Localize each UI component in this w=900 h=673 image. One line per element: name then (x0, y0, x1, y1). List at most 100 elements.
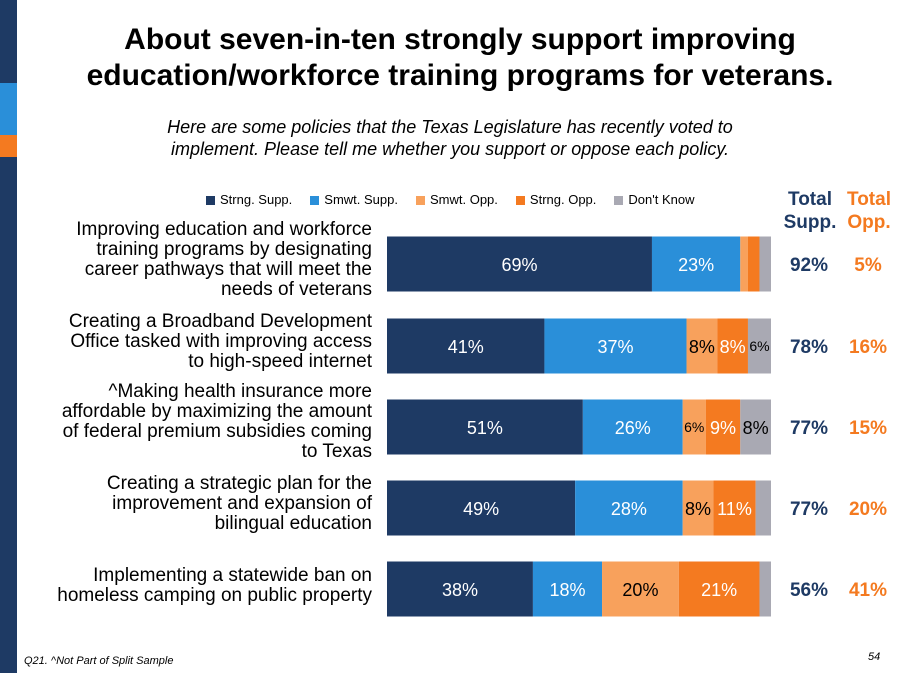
footnote: Q21. ^Not Part of Split Sample (24, 655, 174, 667)
row-label-3-line-1: improvement and expansion of (112, 493, 372, 514)
total-support-row-3: 77% (790, 499, 828, 520)
page-title: About seven-in-ten strongly support impr… (30, 22, 890, 94)
bar-row-0-series-0 (387, 236, 652, 292)
total-support-header-line-2: Supp. (783, 212, 837, 233)
row-label-2-line-3: to Texas (301, 441, 372, 462)
legend-label-3: Strng. Opp. (529, 192, 597, 207)
bar-row-4-series-2 (602, 561, 679, 617)
bar-label-row-4-series-0: 38% (442, 580, 478, 600)
legend-item-2: Smwt. Opp. (415, 191, 498, 209)
row-label-1-line-2: to high-speed internet (188, 351, 372, 372)
legend-label-2: Smwt. Opp. (429, 192, 498, 207)
bar-row-1-series-1 (544, 318, 687, 374)
bar-row-2-series-0 (387, 399, 583, 455)
bar-row-1-series-2 (686, 318, 718, 374)
row-label-0-line-1: training programs by designating (96, 239, 372, 260)
row-label-0-line-0: Improving education and workforce (76, 219, 372, 240)
bar-label-row-3-series-3: 11% (717, 499, 752, 519)
bar-row-0-series-3 (747, 236, 760, 292)
bar-label-row-1-series-0: 41% (448, 337, 484, 357)
bar-row-2-series-2 (682, 399, 706, 455)
bar-row-4-series-1 (532, 561, 603, 617)
bar-label-row-3-series-2: 8% (685, 499, 711, 519)
row-label-0-line-3: needs of veterans (220, 279, 372, 300)
bar-label-row-2-series-4: 8% (743, 418, 769, 438)
bar-row-3-series-0 (387, 480, 576, 536)
row-label-4-line-0: Implementing a statewide ban on (93, 565, 372, 586)
total-support-header-line-1: Total (788, 189, 832, 210)
bar-label-row-1-series-2: 8% (689, 337, 715, 357)
bar-row-1-series-0 (387, 318, 545, 374)
total-support-row-1: 78% (790, 337, 828, 358)
bar-label-row-4-series-3: 21% (701, 580, 737, 600)
bar-label-row-1-series-3: 8% (720, 337, 746, 357)
total-oppose-row-4: 41% (849, 580, 887, 601)
row-label-2: ^Making health insurance more affordable … (22, 382, 372, 462)
legend-swatch-0 (206, 195, 215, 205)
row-label-1-line-0: Creating a Broadband Development (68, 311, 372, 332)
row-label-2-line-0: ^Making health insurance more (108, 381, 372, 402)
row-label-3-line-2: bilingual education (214, 513, 372, 534)
bar-row-2-series-3 (705, 399, 741, 455)
legend-item-1: Smwt. Supp. (310, 191, 398, 209)
legend-swatch-3 (515, 195, 525, 205)
bar-row-2-series-1 (582, 399, 683, 455)
bar-label-row-3-series-0: 49% (463, 499, 499, 519)
bar-row-3-series-1 (575, 480, 683, 536)
total-oppose-row-0: 5% (854, 255, 882, 276)
side-accent-orange-segment (0, 135, 17, 157)
bar-row-4-series-0 (387, 561, 533, 617)
bar-row-4-series-4 (759, 561, 771, 617)
bar-row-1-series-3 (717, 318, 748, 374)
total-oppose-header-line-2: Opp. (847, 212, 891, 233)
page-number: 54 (868, 651, 881, 663)
chart-legend: Strng. Supp. Smwt. Supp. Smwt. Opp. Strng. … (206, 191, 766, 209)
total-oppose-row-2: 15% (849, 418, 887, 439)
bar-row-4-series-3 (678, 561, 760, 617)
legend-label-0: Strng. Supp. (220, 192, 293, 207)
bar-label-row-0-series-0: 69% (501, 255, 537, 275)
total-support-row-0: 92% (790, 255, 828, 276)
bar-label-row-4-series-2: 20% (622, 580, 658, 600)
bar-row-0-series-4 (759, 236, 771, 292)
legend-item-4: Don't Know (614, 191, 694, 209)
legend-item-0: Strng. Supp. (206, 191, 292, 209)
bar-label-row-4-series-1: 18% (549, 580, 585, 600)
legend-label-4: Don't Know (628, 192, 695, 207)
side-accent-bar (0, 0, 17, 673)
bar-label-row-2-series-0: 51% (467, 418, 503, 438)
bar-row-0-series-1 (651, 236, 741, 292)
row-label-1: Creating a Broadband Development Office t… (22, 312, 372, 372)
total-support-header: Total Supp. (780, 188, 840, 234)
bar-label-row-2-series-3: 9% (710, 418, 736, 438)
total-oppose-header-line-1: Total (847, 189, 891, 210)
bar-row-3-series-3 (713, 480, 756, 536)
legend-label-1: Smwt. Supp. (324, 192, 398, 207)
total-oppose-header: Total Opp. (843, 188, 895, 234)
bar-label-row-1-series-1: 37% (597, 337, 633, 357)
title-line-1: About seven-in-ten strongly support impr… (124, 23, 796, 56)
bar-label-row-1-series-4: 6% (749, 338, 769, 354)
legend-item-3: Strng. Opp. (515, 191, 597, 209)
row-label-4-line-1: homeless camping on public property (57, 585, 372, 606)
bar-row-2-series-4 (740, 399, 771, 455)
title-line-2: education/workforce training programs fo… (86, 59, 834, 92)
row-label-2-line-1: affordable by maximizing the amount (61, 401, 372, 422)
bar-row-3-series-4 (755, 480, 771, 536)
subtitle-line-2: implement. Please tell me whether you su… (171, 139, 729, 159)
legend-swatch-2 (415, 195, 425, 205)
total-support-row-4: 56% (790, 580, 828, 601)
legend-swatch-4 (614, 195, 624, 205)
bar-row-0-series-2 (740, 236, 748, 292)
row-label-4: Implementing a statewide ban on homeless … (22, 566, 372, 606)
total-oppose-row-3: 20% (849, 499, 887, 520)
row-label-1-line-1: Office tasked with improving access (70, 331, 372, 352)
bar-label-row-0-series-1: 23% (678, 255, 714, 275)
bar-label-row-3-series-1: 28% (611, 499, 647, 519)
row-label-3-line-0: Creating a strategic plan for the (106, 473, 372, 494)
row-label-3: Creating a strategic plan for the improve… (22, 474, 372, 534)
bar-row-3-series-2 (682, 480, 714, 536)
total-support-row-2: 77% (790, 418, 828, 439)
row-label-2-line-2: of federal premium subsidies coming (62, 421, 372, 442)
